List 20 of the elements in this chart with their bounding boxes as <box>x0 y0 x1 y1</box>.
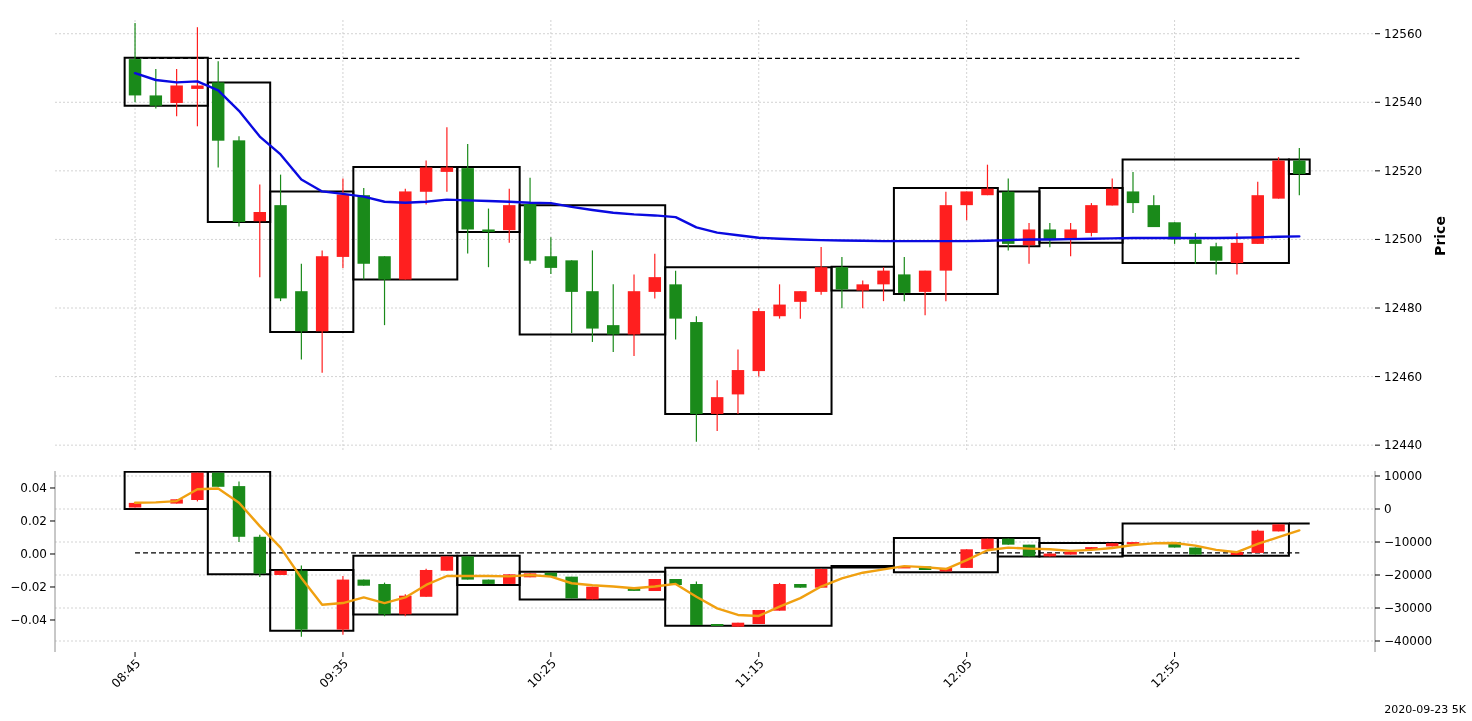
text: 2020-09-23 5K <box>1384 703 1467 716</box>
y-tick-label: −0.04 <box>10 612 47 627</box>
y-tick-label: 12540 <box>1384 95 1423 110</box>
y2-tick-label: −40000 <box>1384 634 1433 649</box>
y-tick-label: 12500 <box>1384 232 1423 247</box>
y2-tick-label: −20000 <box>1384 568 1433 583</box>
y-tick-label: −0.02 <box>10 579 47 594</box>
y-tick-label: 12560 <box>1384 26 1423 41</box>
y2-tick-label: 10000 <box>1384 469 1423 483</box>
y2-tick-label: −10000 <box>1384 535 1433 549</box>
y-tick-label: 0.04 <box>20 480 47 495</box>
y-tick-label: 0.00 <box>20 546 47 561</box>
y-tick-label: 0.02 <box>20 513 47 528</box>
y-tick-label: 12480 <box>1384 301 1423 315</box>
y2-tick-label: 0 <box>1384 502 1392 516</box>
y-axis-title: Price <box>1432 216 1448 256</box>
y-tick-label: 12440 <box>1384 438 1423 453</box>
y-tick-label: 12460 <box>1384 369 1423 384</box>
y2-tick-label: −30000 <box>1384 601 1433 616</box>
y-tick-label: 12520 <box>1384 163 1423 178</box>
